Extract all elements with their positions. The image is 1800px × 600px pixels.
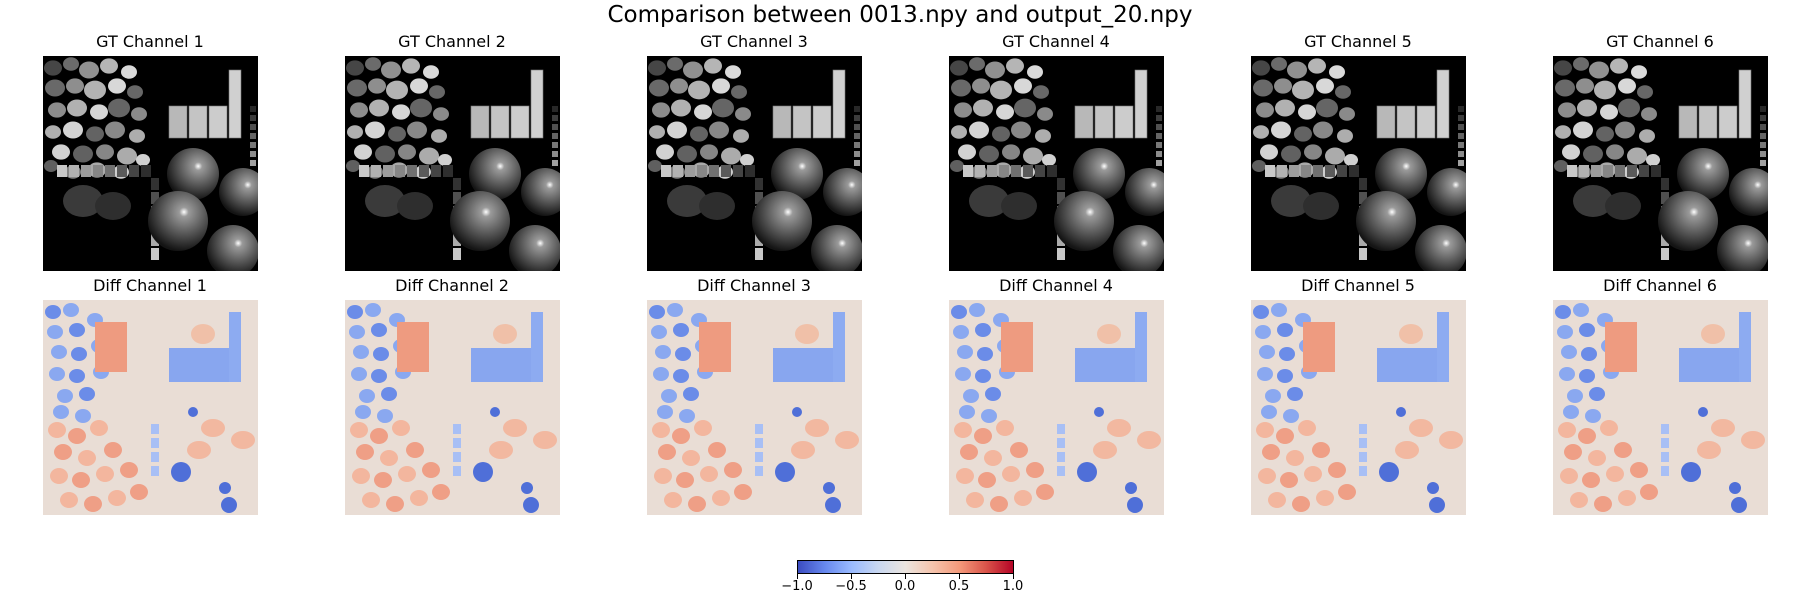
diff-image	[949, 300, 1164, 515]
diff-panel-title: Diff Channel 1	[93, 276, 207, 295]
gt-panel-title: GT Channel 4	[1002, 32, 1110, 51]
gt-image	[647, 56, 862, 271]
diff-panel-title: Diff Channel 4	[999, 276, 1113, 295]
colorbar-tick-label: 0.0	[894, 579, 916, 594]
gt-image	[345, 56, 560, 271]
diff-panel	[43, 300, 258, 515]
colorbar-tick-mark	[905, 574, 906, 579]
gt-image	[1553, 56, 1768, 271]
gt-panel	[1553, 56, 1768, 271]
gt-image	[1251, 56, 1466, 271]
gt-panel-title: GT Channel 1	[96, 32, 204, 51]
figure-title: Comparison between 0013.npy and output_2…	[607, 2, 1193, 28]
colorbar-tick-label: −1.0	[781, 579, 813, 594]
diff-panel-title: Diff Channel 5	[1301, 276, 1415, 295]
diff-panel	[345, 300, 560, 515]
diff-image	[43, 300, 258, 515]
colorbar: −1.0 −0.5 0.0 0.5 1.0	[781, 560, 1023, 594]
diff-panel	[1553, 300, 1768, 515]
diff-panel	[1251, 300, 1466, 515]
diff-image	[647, 300, 862, 515]
diff-image	[1251, 300, 1466, 515]
gt-panel-title: GT Channel 2	[398, 32, 506, 51]
diff-panel	[647, 300, 862, 515]
gt-panel-title: GT Channel 3	[700, 32, 808, 51]
diff-panel-title: Diff Channel 2	[395, 276, 509, 295]
diff-panel-title: Diff Channel 3	[697, 276, 811, 295]
gt-panel	[647, 56, 862, 271]
colorbar-tick-mark	[959, 574, 960, 579]
gt-panel	[43, 56, 258, 271]
diff-panel-title: Diff Channel 6	[1603, 276, 1717, 295]
gt-image	[43, 56, 258, 271]
diff-panel	[949, 300, 1164, 515]
gt-panel	[345, 56, 560, 271]
colorbar-gradient	[797, 560, 1014, 574]
colorbar-tick-mark	[797, 574, 798, 579]
colorbar-tick-label: −0.5	[835, 579, 867, 594]
colorbar-tick-label: 0.5	[948, 579, 970, 594]
colorbar-tick-mark	[1013, 574, 1014, 579]
gt-panel	[1251, 56, 1466, 271]
diff-image	[345, 300, 560, 515]
diff-image	[1553, 300, 1768, 515]
colorbar-tick-label: 1.0	[1002, 579, 1024, 594]
gt-panel-title: GT Channel 6	[1606, 32, 1714, 51]
colorbar-tick-mark	[851, 574, 852, 579]
gt-image	[949, 56, 1164, 271]
gt-panel	[949, 56, 1164, 271]
gt-panel-title: GT Channel 5	[1304, 32, 1412, 51]
